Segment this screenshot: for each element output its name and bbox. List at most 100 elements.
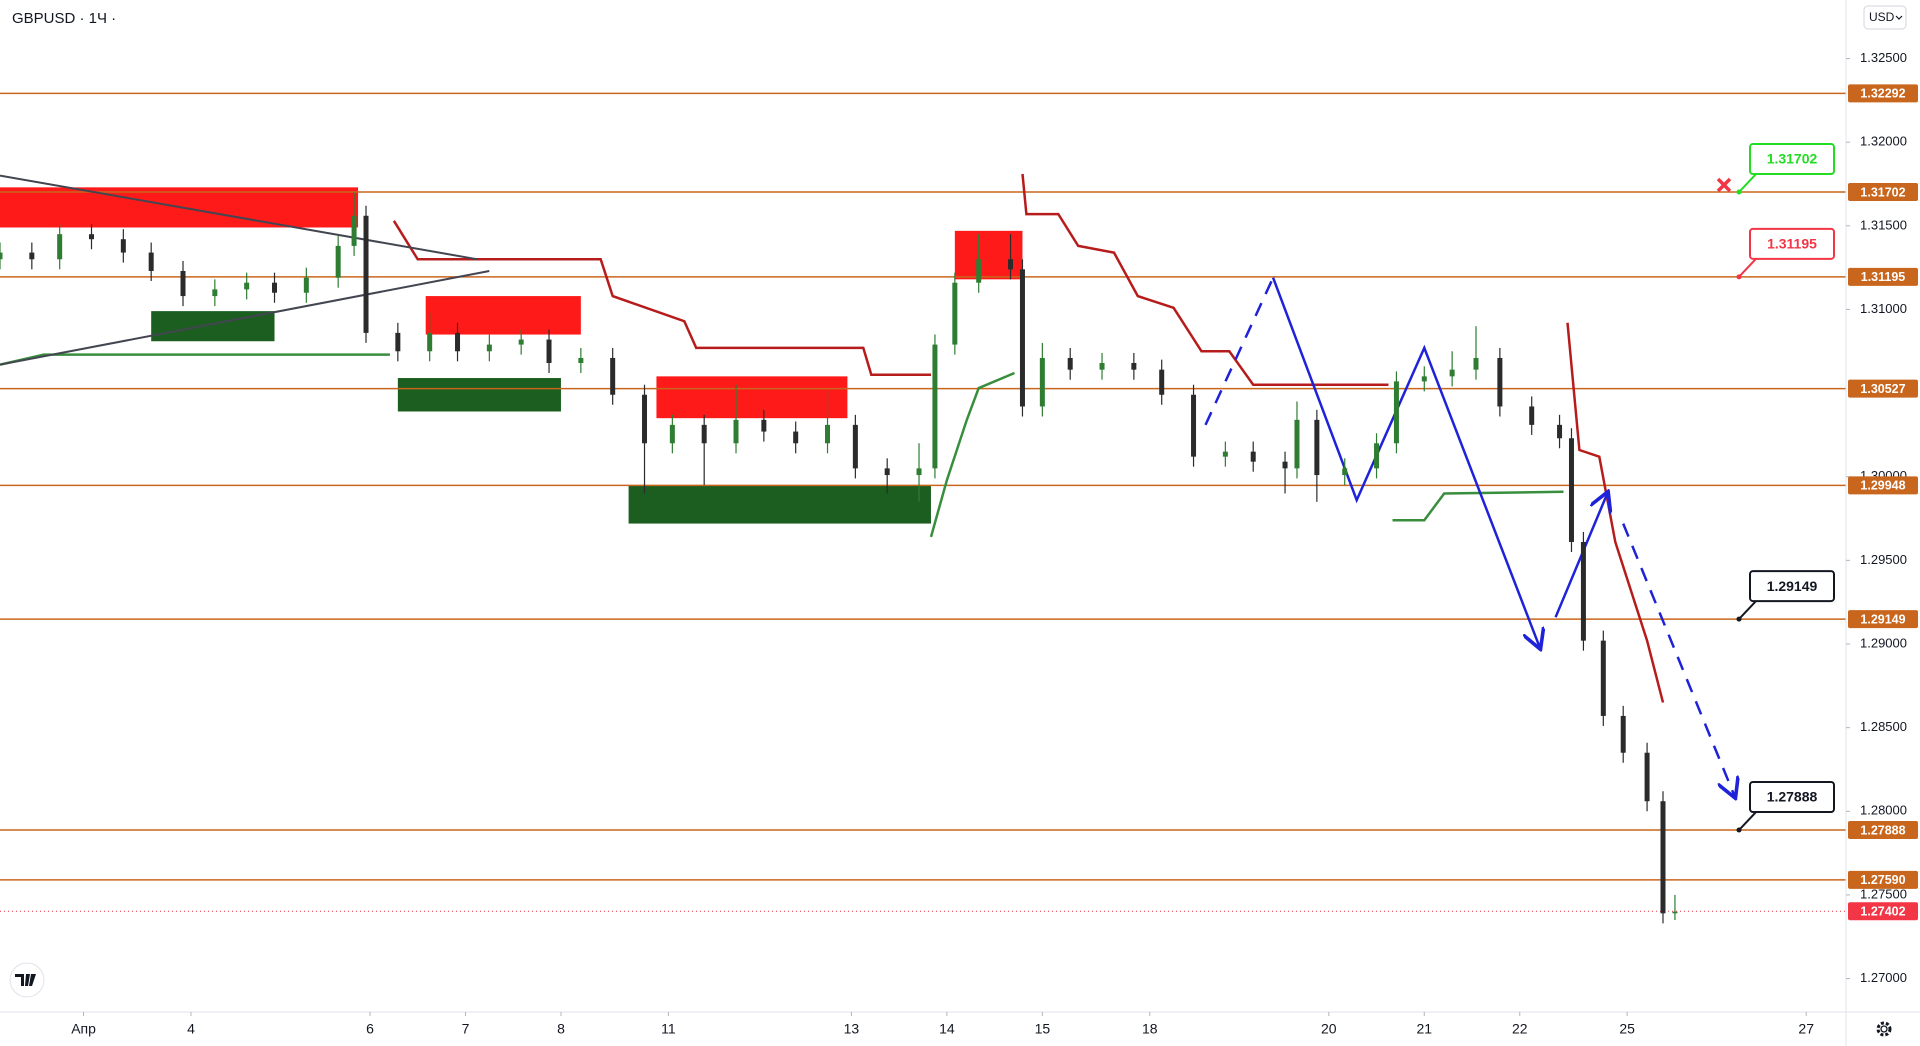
candle-body xyxy=(1250,451,1256,462)
callout-anchor xyxy=(1736,616,1742,622)
currency-label[interactable]: USD xyxy=(1869,10,1895,24)
candle-body xyxy=(120,239,126,253)
drawn-line xyxy=(1204,277,1275,426)
y-tick-label: 1.27000 xyxy=(1860,970,1907,985)
candle-body xyxy=(916,468,922,476)
level-label-box xyxy=(1848,267,1918,286)
callout-pointer xyxy=(1738,811,1757,831)
candle-body xyxy=(0,252,3,260)
drawn-line xyxy=(1392,490,1564,522)
y-tick-label: 1.27500 xyxy=(1860,886,1907,901)
x-tick-label: 15 xyxy=(1035,1021,1051,1037)
zone xyxy=(954,230,1023,280)
drawn-line xyxy=(0,270,490,366)
x-tick-label: 11 xyxy=(661,1021,676,1037)
axes: 1.325001.320001.315001.310001.300001.295… xyxy=(71,50,1918,1037)
candle-body xyxy=(518,339,524,345)
candle-body xyxy=(1497,357,1503,407)
last-price-box xyxy=(1848,902,1918,921)
candle-body xyxy=(1620,715,1626,753)
callout-label: 1.29149 xyxy=(1767,578,1818,594)
candle-body xyxy=(1342,468,1348,476)
drawn-line xyxy=(392,220,931,376)
candle-body xyxy=(884,468,890,476)
drawn-line xyxy=(1622,523,1734,797)
candle-body xyxy=(793,431,799,444)
candle-body xyxy=(455,332,461,352)
x-tick-label: 6 xyxy=(366,1021,374,1037)
level-label: 1.29948 xyxy=(1860,479,1905,493)
candle-body xyxy=(1393,381,1399,444)
drawn-line xyxy=(1271,277,1540,648)
candle-body xyxy=(610,357,616,395)
candle-body xyxy=(363,215,369,333)
candle-body xyxy=(1191,394,1197,457)
candle-body xyxy=(148,252,154,271)
callout-pointer xyxy=(1738,173,1757,193)
candle-body xyxy=(1600,640,1606,716)
level-label: 1.29149 xyxy=(1860,612,1905,626)
callout-pointer xyxy=(1738,258,1757,278)
candle-body xyxy=(932,344,938,469)
callout-pointer xyxy=(1738,600,1757,620)
x-tick-label: 7 xyxy=(462,1021,470,1037)
y-tick-label: 1.29500 xyxy=(1860,552,1907,567)
callout-box xyxy=(1749,227,1835,260)
drawn-line xyxy=(0,174,478,261)
callout-anchor xyxy=(1736,827,1742,833)
candle-body xyxy=(1421,376,1427,382)
x-tick-label: 18 xyxy=(1142,1021,1158,1037)
candle-body xyxy=(1644,752,1650,802)
zone xyxy=(397,378,561,412)
callout-box xyxy=(1749,570,1835,603)
y-tick-label: 1.31000 xyxy=(1860,301,1907,316)
currency-chevron[interactable] xyxy=(1895,15,1903,20)
level-label-box xyxy=(1848,84,1918,103)
x-tick-label: 27 xyxy=(1798,1021,1814,1037)
level-label: 1.30527 xyxy=(1860,382,1905,396)
candle-body xyxy=(1099,362,1105,370)
x-tick-label: 22 xyxy=(1512,1021,1528,1037)
callout-box xyxy=(1749,143,1835,176)
plot-area: 1.31702 1.31195 1.29149 1.27888 xyxy=(0,92,1846,924)
callout-anchor xyxy=(1736,189,1742,195)
x-tick-label: 14 xyxy=(939,1021,955,1037)
candle-body xyxy=(1282,461,1288,469)
candle-body xyxy=(180,270,186,297)
level-label: 1.32292 xyxy=(1860,87,1905,101)
candle-body xyxy=(351,215,357,246)
candle-body xyxy=(1008,259,1014,270)
gear-teeth[interactable] xyxy=(1876,1021,1892,1037)
candle-body xyxy=(1019,269,1025,407)
settings-button[interactable] xyxy=(1876,1021,1892,1037)
x-tick-label: 25 xyxy=(1619,1021,1635,1037)
candle-body xyxy=(89,234,95,240)
candle-body xyxy=(1159,369,1165,395)
candle-body xyxy=(701,424,707,444)
candle-body xyxy=(244,282,250,290)
candle-body xyxy=(1294,419,1300,469)
callout-label: 1.27888 xyxy=(1767,789,1818,805)
level-label-box xyxy=(1848,610,1918,629)
candle-body xyxy=(976,259,982,283)
level-label-box xyxy=(1848,183,1918,202)
currency-button-frame[interactable] xyxy=(1863,5,1907,30)
candle-body xyxy=(1067,357,1073,370)
candle-body xyxy=(395,332,401,352)
x-tick-label: 20 xyxy=(1321,1021,1337,1037)
zone xyxy=(628,485,931,524)
candle-body xyxy=(578,357,584,363)
currency-button[interactable]: USD xyxy=(1863,5,1907,30)
candle-body xyxy=(642,394,648,444)
callout-label: 1.31195 xyxy=(1767,236,1817,252)
gear-core[interactable] xyxy=(1880,1025,1888,1033)
level-label-box xyxy=(1848,870,1918,889)
candle-body xyxy=(852,424,858,469)
candle-body xyxy=(1039,357,1045,407)
candle-body xyxy=(427,332,433,352)
candle-body xyxy=(486,344,492,352)
cross-mark xyxy=(1716,177,1732,193)
candle-body xyxy=(1449,369,1455,377)
